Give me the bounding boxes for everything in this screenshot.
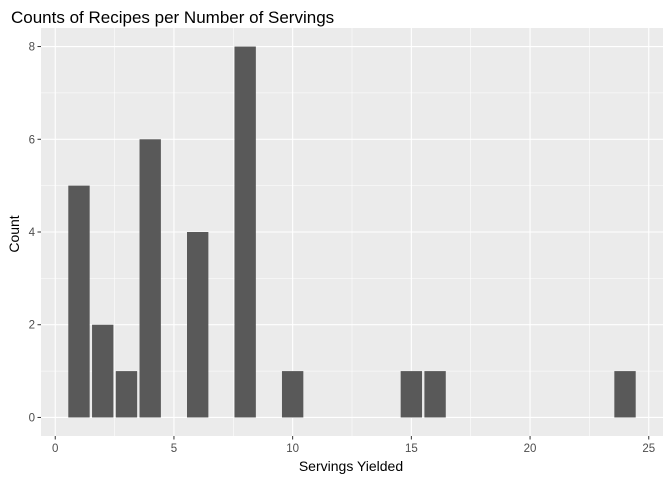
- x-axis: 0 5 10 15 20 25: [52, 436, 655, 455]
- x-tick-label: 5: [171, 443, 177, 455]
- bar-6: [187, 232, 209, 418]
- major-gridlines: [41, 28, 663, 436]
- bar-24: [614, 371, 636, 418]
- bar-16: [424, 371, 446, 418]
- y-tick-label: 0: [29, 412, 35, 424]
- bar-10: [281, 371, 304, 418]
- y-tick-label: 6: [29, 134, 35, 146]
- bar-15: [400, 371, 423, 418]
- bar-3: [115, 371, 138, 418]
- bars: [68, 46, 636, 418]
- x-axis-title: Servings Yielded: [299, 458, 403, 474]
- y-tick-label: 4: [29, 227, 36, 239]
- x-tick-label: 20: [524, 443, 537, 455]
- bar-2: [92, 324, 114, 418]
- x-tick-label: 15: [405, 443, 418, 455]
- plot-panel: [41, 28, 663, 436]
- y-tick-label: 2: [29, 320, 35, 332]
- bar-4: [139, 139, 161, 418]
- x-tick-label: 25: [642, 443, 655, 455]
- y-tick-label: 8: [29, 42, 35, 54]
- chart-title: Counts of Recipes per Number of Servings: [11, 8, 334, 27]
- x-tick-label: 0: [52, 443, 58, 455]
- y-axis: 0 2 4 6 8: [29, 42, 41, 424]
- bar-8: [234, 46, 256, 418]
- x-tick-label: 10: [286, 443, 299, 455]
- y-axis-title: Count: [6, 215, 22, 252]
- bar-1: [68, 185, 90, 418]
